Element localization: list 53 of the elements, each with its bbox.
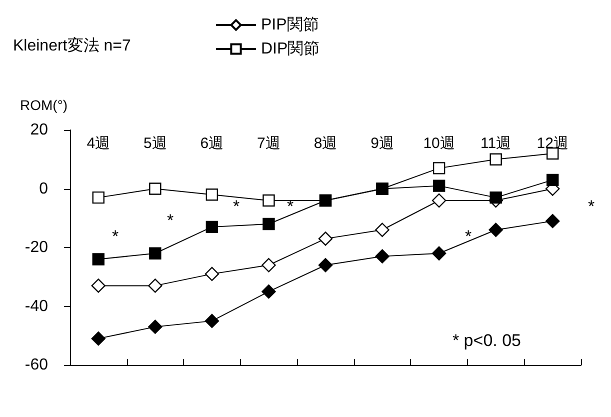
x-tick-label: 7週	[257, 135, 280, 152]
point	[432, 180, 446, 192]
point	[92, 253, 104, 266]
point	[262, 258, 276, 272]
point	[148, 278, 162, 293]
x-tick-label: 8週	[314, 135, 338, 152]
annotation: *	[112, 227, 119, 246]
point	[262, 194, 275, 207]
point	[91, 331, 106, 346]
legend-label: DIP関節	[261, 40, 320, 58]
annotation: *	[167, 211, 174, 230]
point	[204, 266, 220, 282]
text: *	[588, 197, 595, 216]
point	[546, 174, 559, 186]
point	[375, 249, 390, 264]
point	[488, 222, 503, 237]
y-tick-label: -20	[24, 239, 48, 256]
y-tick-label: 20	[30, 122, 48, 138]
y-tick-label: -60	[24, 356, 48, 374]
x-tick-label: 9週	[370, 135, 394, 152]
annotation: *	[233, 197, 240, 216]
annotation: * p<0. 05	[452, 331, 521, 350]
point	[204, 314, 220, 328]
point	[546, 214, 560, 228]
point	[318, 258, 333, 272]
point	[92, 191, 104, 204]
chart-title: Kleinert変法 n=7	[13, 36, 131, 54]
point	[490, 153, 502, 166]
point	[149, 247, 162, 260]
legend-label: PIP関節	[261, 16, 319, 34]
point	[432, 193, 446, 208]
x-tick-label: 4週	[86, 135, 110, 152]
point	[206, 220, 218, 234]
x-tick-label: 5週	[143, 135, 167, 152]
point	[375, 222, 390, 237]
y-tick-label: 0	[39, 180, 48, 198]
point	[262, 218, 275, 230]
point	[262, 284, 276, 299]
annotation: *	[287, 197, 294, 216]
point	[432, 162, 446, 174]
y-tick-label: -40	[24, 298, 48, 315]
annotation: *	[465, 227, 472, 246]
x-tick-label: 6週	[200, 135, 224, 152]
point	[432, 246, 446, 260]
point	[149, 182, 162, 195]
y-axis-title: ROM(°)	[20, 97, 68, 113]
x-tick-label: 11週	[480, 135, 512, 152]
point	[318, 232, 333, 246]
point	[490, 191, 502, 204]
point	[206, 188, 218, 201]
point	[148, 320, 162, 334]
x-tick-label: 10週	[423, 135, 455, 152]
point	[91, 278, 106, 293]
